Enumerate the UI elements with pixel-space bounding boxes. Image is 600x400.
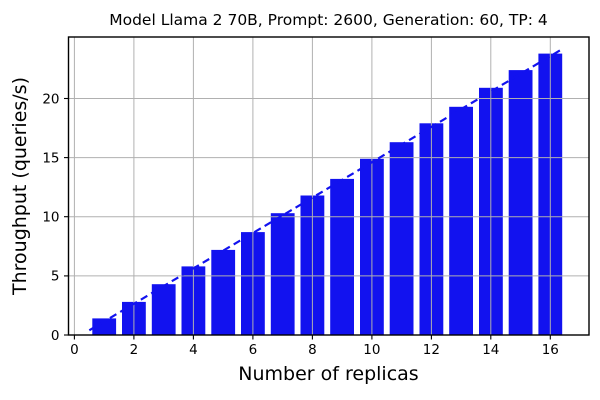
x-tick-label: 14 [482,342,499,358]
x-tick-label: 2 [130,342,139,358]
bar-15 [508,70,533,335]
x-axis-label: Number of replicas [238,363,419,385]
x-tick-label: 10 [363,342,380,358]
x-tick-label: 8 [308,342,317,358]
y-tick-label: 10 [42,210,59,226]
bar-3 [151,284,176,335]
x-tick-label: 16 [542,342,559,358]
bar-9 [330,178,354,335]
y-tick-label: 0 [51,328,60,344]
x-tick-label: 12 [423,342,440,358]
bar-13 [449,106,473,335]
bar-5 [211,249,236,335]
y-axis-label: Throughput (queries/s) [9,77,31,295]
chart-title: Model Llama 2 70B, Prompt: 2600, Generat… [109,11,548,29]
axes-spines [67,36,590,336]
y-tick-label: 5 [51,269,60,285]
bar-1 [92,318,117,335]
x-tick-label: 0 [70,342,79,358]
x-tick-label: 4 [189,342,198,358]
trend-line [88,47,565,332]
y-tick-label: 15 [42,150,59,166]
x-tick-label: 6 [249,342,258,358]
bar-11 [389,142,414,335]
y-tick-label: 20 [42,91,59,107]
bar-7 [270,213,295,335]
